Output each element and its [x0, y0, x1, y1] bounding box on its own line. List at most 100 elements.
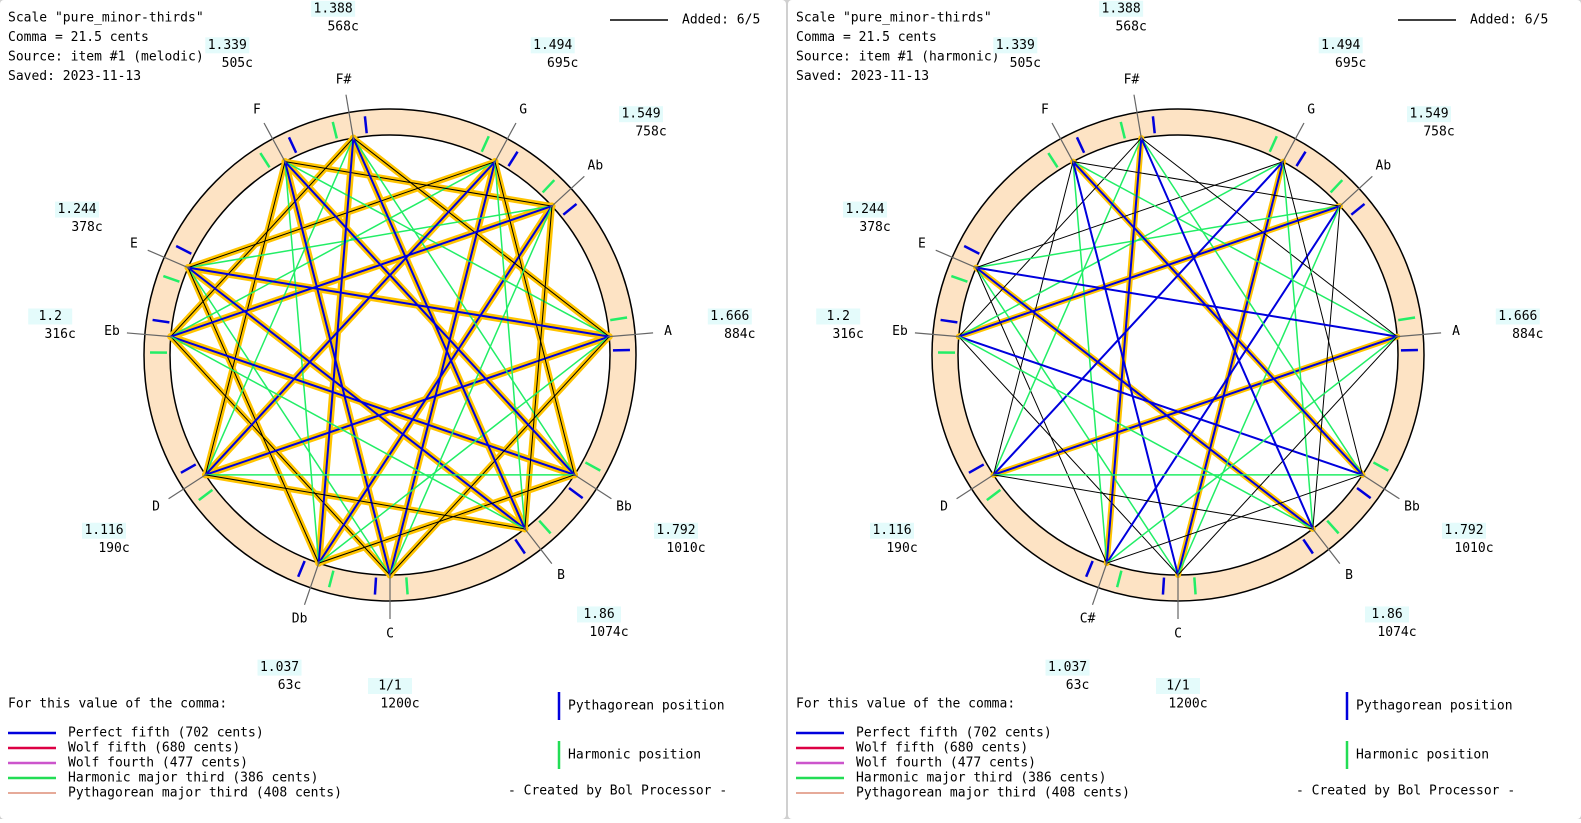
- ratio-label: 1.2: [38, 309, 61, 324]
- ratio-label: 1.037: [260, 660, 299, 675]
- position-label: Harmonic position: [568, 748, 701, 763]
- note-name: F: [1041, 102, 1049, 117]
- panel: Scale "pure_minor-thirds" Comma = 21.5 ce…: [788, 0, 1581, 819]
- note-name: G: [519, 102, 527, 117]
- panel: Scale "pure_minor-thirds" Comma = 21.5 ce…: [0, 0, 786, 819]
- header-line: Source: item #1 (melodic): [8, 50, 204, 65]
- header-line: Comma = 21.5 cents: [8, 30, 149, 45]
- cents-label: 505c: [1010, 56, 1041, 71]
- ratio-label: 1/1: [1166, 679, 1189, 694]
- note-name: Db: [292, 611, 308, 626]
- note-name: C: [386, 627, 394, 642]
- ratio-label: 1.666: [1498, 309, 1537, 324]
- ratio-label: 1.494: [533, 38, 572, 53]
- cents-label: 1200c: [1168, 697, 1207, 712]
- comma-note: For this value of the comma:: [796, 697, 1015, 712]
- legend-label: Harmonic major third (386 cents): [856, 771, 1106, 786]
- cents-label: 190c: [98, 541, 129, 556]
- cents-label: 1200c: [380, 697, 419, 712]
- cents-label: 695c: [1335, 56, 1366, 71]
- note-name: F: [253, 102, 261, 117]
- position-label: Pythagorean position: [1356, 699, 1513, 714]
- cents-label: 190c: [886, 541, 917, 556]
- cents-label: 1010c: [666, 541, 705, 556]
- header-line: Saved: 2023-11-13: [796, 69, 929, 84]
- legend-label: Perfect fifth (702 cents): [856, 726, 1052, 741]
- note-name: D: [152, 499, 160, 514]
- cents-label: 758c: [1423, 125, 1454, 140]
- ratio-label: 1.116: [84, 523, 123, 538]
- cents-label: 1010c: [1454, 541, 1493, 556]
- ratio-label: 1.494: [1321, 38, 1360, 53]
- note-name: Ab: [1376, 159, 1392, 174]
- cents-label: 505c: [222, 56, 253, 71]
- cents-label: 695c: [547, 56, 578, 71]
- header-line: Scale "pure_minor-thirds": [8, 11, 204, 26]
- position-mark: [365, 116, 367, 133]
- ratio-label: 1.792: [1444, 523, 1483, 538]
- note-name: D: [940, 499, 948, 514]
- ratio-label: 1.388: [314, 1, 353, 16]
- position-mark: [406, 577, 407, 594]
- note-name: G: [1307, 102, 1315, 117]
- header-line: Saved: 2023-11-13: [8, 69, 141, 84]
- added-label: Added: 6/5: [682, 13, 760, 28]
- legend-label: Wolf fifth (680 cents): [68, 741, 240, 756]
- header-line: Scale "pure_minor-thirds": [796, 11, 992, 26]
- cents-label: 378c: [71, 220, 102, 235]
- cents-label: 63c: [1066, 678, 1089, 693]
- header-line: Source: item #1 (harmonic): [796, 50, 1000, 65]
- comma-note: For this value of the comma:: [8, 697, 227, 712]
- position-mark: [1163, 578, 1164, 595]
- ratio-label: 1.549: [621, 107, 660, 122]
- note-name: F#: [1124, 72, 1140, 87]
- cents-label: 63c: [278, 678, 301, 693]
- cents-label: 568c: [1115, 19, 1146, 34]
- ratio-label: 1.244: [845, 202, 884, 217]
- legend-label: Pythagorean major third (408 cents): [856, 786, 1130, 801]
- ratio-label: 1.244: [57, 202, 96, 217]
- cents-label: 316c: [45, 327, 76, 342]
- cents-label: 378c: [859, 220, 890, 235]
- note-name: C#: [1080, 611, 1096, 626]
- credit: - Created by Bol Processor -: [508, 784, 727, 799]
- note-name: B: [1345, 568, 1353, 583]
- cents-label: 1074c: [589, 625, 628, 640]
- note-name: E: [918, 237, 926, 252]
- ratio-label: 1.339: [996, 38, 1035, 53]
- cents-label: 884c: [724, 327, 755, 342]
- note-name: B: [557, 568, 565, 583]
- cents-label: 758c: [635, 125, 666, 140]
- ratio-label: 1.86: [1371, 607, 1402, 622]
- legend-label: Wolf fifth (680 cents): [856, 741, 1028, 756]
- note-name: Eb: [892, 324, 908, 339]
- legend-label: Harmonic major third (386 cents): [68, 771, 318, 786]
- ratio-label: 1/1: [378, 679, 401, 694]
- ratio-label: 1.666: [710, 309, 749, 324]
- ratio-label: 1.037: [1048, 660, 1087, 675]
- position-label: Pythagorean position: [568, 699, 725, 714]
- cents-label: 884c: [1512, 327, 1543, 342]
- position-mark: [1194, 577, 1195, 594]
- added-label: Added: 6/5: [1470, 13, 1548, 28]
- legend-label: Perfect fifth (702 cents): [68, 726, 264, 741]
- note-name: F#: [336, 72, 352, 87]
- ratio-label: 1.2: [826, 309, 849, 324]
- note-name: E: [130, 237, 138, 252]
- legend-label: Wolf fourth (477 cents): [856, 756, 1036, 771]
- legend-label: Pythagorean major third (408 cents): [68, 786, 342, 801]
- note-name: Bb: [1404, 499, 1420, 514]
- ratio-label: 1.792: [656, 523, 695, 538]
- ratio-label: 1.86: [583, 607, 614, 622]
- position-mark: [375, 578, 376, 595]
- credit: - Created by Bol Processor -: [1296, 784, 1515, 799]
- cents-label: 568c: [327, 19, 358, 34]
- note-name: Eb: [104, 324, 120, 339]
- cents-label: 1074c: [1377, 625, 1416, 640]
- note-name: Bb: [616, 499, 632, 514]
- header-line: Comma = 21.5 cents: [796, 30, 937, 45]
- legend-label: Wolf fourth (477 cents): [68, 756, 248, 771]
- position-label: Harmonic position: [1356, 748, 1489, 763]
